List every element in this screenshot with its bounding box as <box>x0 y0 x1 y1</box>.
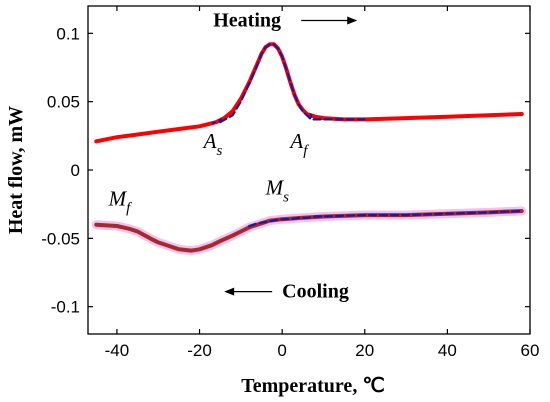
x-tick-label: 60 <box>521 341 540 360</box>
series-1-line <box>219 43 366 124</box>
x-tick-label: -40 <box>105 341 130 360</box>
series-3-line <box>248 209 523 228</box>
mf-label: Mf <box>108 187 133 217</box>
x-tick-label: 20 <box>355 341 374 360</box>
as-label-main: A <box>202 129 217 153</box>
y-tick-label: 0.05 <box>47 93 80 112</box>
cooling-label: Cooling <box>282 281 349 303</box>
as-marker-line <box>211 117 225 125</box>
mf-label-main: M <box>108 187 128 211</box>
x-tick-label: 0 <box>277 341 286 360</box>
heating-arrow-head <box>347 16 358 25</box>
y-tick-label: -0.1 <box>51 298 80 317</box>
cooling-arrow-head <box>224 287 235 296</box>
as-label: As <box>202 129 223 159</box>
plot-area <box>91 42 527 256</box>
axes: -40 -20 0 20 40 60 0.1 0.05 0 -0.05 -0.1 <box>41 5 540 360</box>
y-tick-label: 0.1 <box>56 24 80 43</box>
ms-label: Ms <box>265 176 290 206</box>
arrows <box>224 16 358 296</box>
af-label: Af <box>288 129 309 159</box>
af-label-main: A <box>288 129 303 153</box>
x-tick-label: 40 <box>438 341 457 360</box>
as-label-sub: s <box>216 143 222 159</box>
y-tick-label: -0.05 <box>41 229 80 248</box>
y-tick-label: 0 <box>71 161 80 180</box>
ms-label-sub: s <box>283 190 289 206</box>
mf-label-sub: f <box>126 201 132 217</box>
x-tick-label: -20 <box>187 341 212 360</box>
ms-label-main: M <box>265 176 285 200</box>
af-label-sub: f <box>303 143 309 159</box>
heating-label: Heating <box>213 10 281 32</box>
x-axis-title: Temperature, ℃ <box>241 375 385 397</box>
y-axis-title: Heat flow, mW <box>5 106 27 234</box>
